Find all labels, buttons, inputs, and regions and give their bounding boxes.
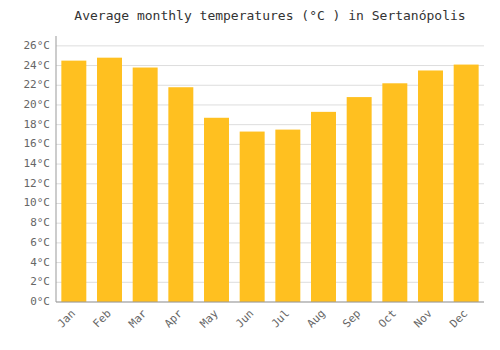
x-tick-label: Jul xyxy=(269,307,292,330)
y-tick-label: 16°C xyxy=(24,137,51,150)
y-tick-label: 2°C xyxy=(30,275,50,288)
y-tick-label: 10°C xyxy=(24,196,51,209)
bar xyxy=(61,61,86,302)
bar xyxy=(168,87,193,302)
y-tick-label: 12°C xyxy=(24,177,51,190)
bar xyxy=(133,68,158,302)
title: Average monthly temperatures (°C ) in Se… xyxy=(74,8,465,23)
y-tick-label: 8°C xyxy=(30,216,50,229)
x-tick-label: Jun xyxy=(233,307,256,330)
x-tick-label: Dec xyxy=(447,307,470,330)
bar xyxy=(454,65,479,302)
bars xyxy=(61,58,478,302)
x-tick-label: Oct xyxy=(376,307,399,330)
x-axis-line xyxy=(56,302,484,303)
y-tick-label: 14°C xyxy=(24,157,51,170)
y-axis-line xyxy=(56,36,57,302)
y-tick-label: 0°C xyxy=(30,295,50,308)
x-tick-label: Mar xyxy=(126,307,150,331)
bar xyxy=(347,97,372,302)
x-tick-label: Feb xyxy=(90,307,113,330)
grid-line xyxy=(56,45,484,46)
bar xyxy=(311,112,336,302)
x-tick-label: Apr xyxy=(162,307,186,331)
y-grid xyxy=(56,46,484,302)
y-tick-label: 22°C xyxy=(24,78,51,91)
bar xyxy=(240,132,265,302)
bar xyxy=(97,58,122,302)
bar xyxy=(204,118,229,302)
y-tick-label: 26°C xyxy=(24,39,51,52)
y-tick-label: 6°C xyxy=(30,236,50,249)
y-tick-label: 20°C xyxy=(24,98,51,111)
grid-line xyxy=(56,302,484,303)
x-tick-label: Nov xyxy=(411,307,435,331)
chart-svg: Average monthly temperatures (°C ) in Se… xyxy=(0,0,500,350)
x-tick-label: Jan xyxy=(55,307,78,330)
y-tick-label: 4°C xyxy=(30,256,50,269)
bar xyxy=(418,70,443,302)
chart-container: Average monthly temperatures (°C ) in Se… xyxy=(0,0,500,350)
y-tick-label: 24°C xyxy=(24,59,51,72)
x-tick-label: Aug xyxy=(304,307,327,330)
x-axis: Jan Feb Mar Apr May Jun Jul Aug Sep Oct Nov Dec xyxy=(55,307,471,331)
bar xyxy=(382,83,407,302)
bar xyxy=(275,130,300,302)
x-tick-label: May xyxy=(197,307,221,331)
y-tick-label: 18°C xyxy=(24,118,51,131)
x-tick-label: Sep xyxy=(340,307,363,330)
y-axis: 0°C 2°C 4°C 6°C 8°C 10°C 12°C 14°C 16°C 18°C 20°C 2… xyxy=(24,39,51,308)
